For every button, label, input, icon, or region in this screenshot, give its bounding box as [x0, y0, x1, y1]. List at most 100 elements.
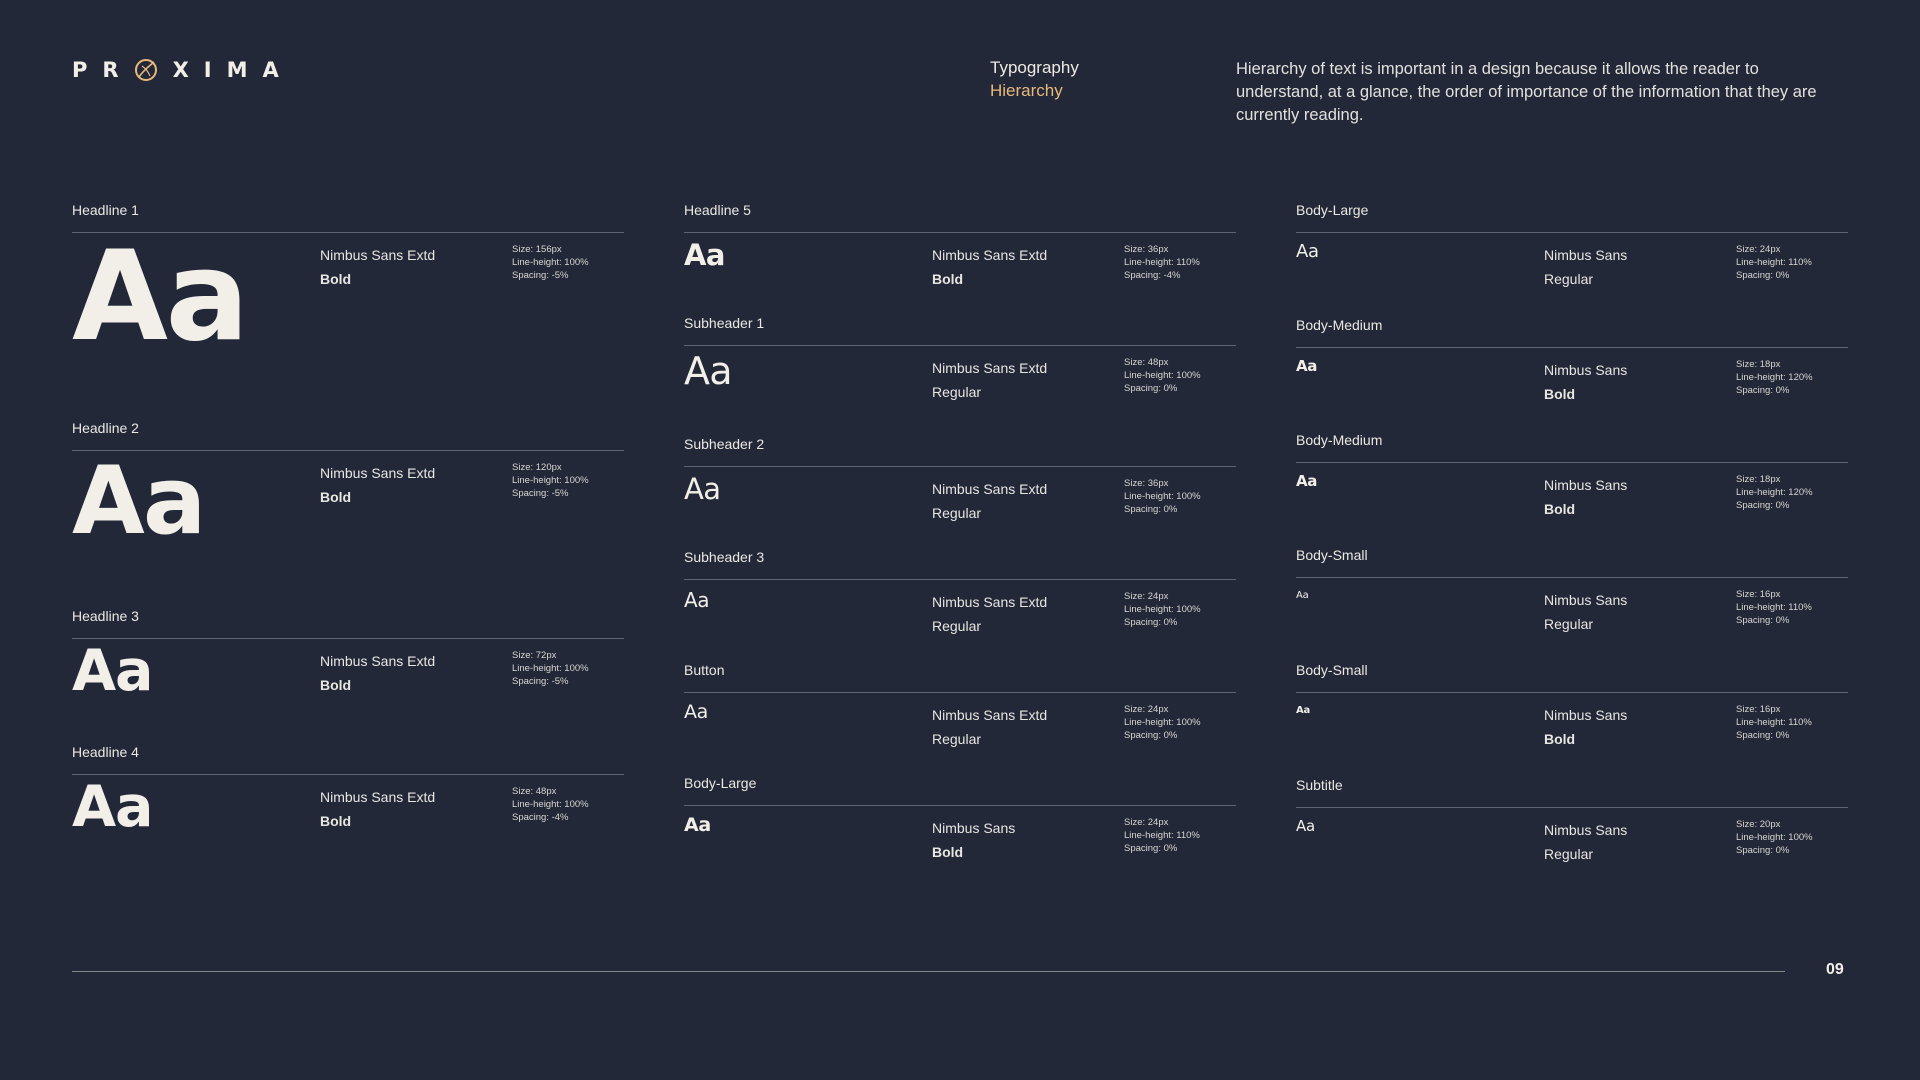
type-specs: Size: 120px Line-height: 100% Spacing: -… — [512, 461, 589, 500]
spec-size: Size: 18px — [1736, 359, 1781, 370]
font-weight-name: Regular — [932, 731, 982, 747]
font-family-name: Nimbus Sans Extd — [932, 247, 1048, 263]
type-sample: Aa — [1296, 817, 1315, 835]
spec-spacing: Spacing: -4% — [512, 812, 569, 823]
spec-size: Size: 18px — [1736, 474, 1781, 485]
type-sample: Aa — [1296, 357, 1318, 375]
spec-size: Size: 48px — [1124, 357, 1169, 368]
logo-text-start: PR — [72, 58, 134, 82]
font-weight-name: Bold — [1544, 731, 1576, 747]
type-sample: Aa — [72, 447, 206, 556]
font-weight-name: Regular — [932, 505, 982, 521]
font-family-info: Nimbus Sans Extd Bold — [932, 243, 1047, 291]
entry-divider — [1296, 347, 1848, 348]
spec-line-height: Line-height: 100% — [512, 475, 589, 486]
type-sample: Aa — [1296, 705, 1311, 716]
type-style-entry: Headline 5 Aa Nimbus Sans Extd Bold Size… — [684, 200, 1236, 287]
spec-size: Size: 72px — [512, 650, 557, 661]
section-heading: Typography Hierarchy — [990, 56, 1079, 102]
type-specs: Size: 24px Line-height: 100% Spacing: 0% — [1124, 703, 1201, 742]
type-style-entry: Headline 4 Aa Nimbus Sans Extd Bold Size… — [72, 742, 624, 836]
font-family-name: Nimbus Sans — [1544, 477, 1628, 493]
font-family-name: Nimbus Sans — [932, 820, 1016, 836]
spec-spacing: Spacing: 0% — [1124, 730, 1178, 741]
type-sample: Aa — [1296, 472, 1318, 490]
type-style-entry: Body-Small Aa Nimbus Sans Regular Size: … — [1296, 545, 1848, 632]
type-style-entry: Body-Medium Aa Nimbus Sans Bold Size: 18… — [1296, 315, 1848, 402]
entry-divider — [684, 692, 1236, 693]
spec-size: Size: 36px — [1124, 244, 1169, 255]
font-weight-name: Bold — [1544, 386, 1576, 402]
footer-divider — [72, 971, 1785, 972]
font-family-info: Nimbus Sans Extd Bold — [320, 461, 435, 509]
spec-line-height: Line-height: 110% — [1736, 717, 1812, 728]
entry-divider — [72, 450, 624, 451]
logo-text-end: XIMA — [172, 58, 294, 82]
type-style-entry: Headline 3 Aa Nimbus Sans Extd Bold Size… — [72, 606, 624, 700]
style-name: Headline 5 — [684, 202, 751, 218]
spec-line-height: Line-height: 100% — [512, 799, 589, 810]
font-weight-name: Bold — [320, 813, 352, 829]
entry-divider — [684, 466, 1236, 467]
spec-line-height: Line-height: 110% — [1736, 257, 1812, 268]
logo-globe-icon — [134, 58, 158, 82]
proxima-logo: PR XIMA — [72, 58, 294, 82]
spec-spacing: Spacing: 0% — [1124, 617, 1178, 628]
font-family-info: Nimbus Sans Extd Regular — [932, 356, 1047, 404]
style-name: Headline 3 — [72, 608, 139, 624]
type-style-entry: Headline 2 Aa Nimbus Sans Extd Bold Size… — [72, 418, 624, 549]
spec-spacing: Spacing: -5% — [512, 488, 569, 499]
spec-line-height: Line-height: 100% — [1124, 370, 1201, 381]
style-name: Body-Medium — [1296, 317, 1383, 333]
style-name: Button — [684, 662, 725, 678]
style-name: Body-Small — [1296, 547, 1368, 563]
spec-spacing: Spacing: 0% — [1736, 500, 1790, 511]
font-weight-name: Regular — [1544, 616, 1594, 632]
spec-size: Size: 24px — [1736, 244, 1781, 255]
spec-spacing: Spacing: 0% — [1736, 270, 1790, 281]
font-family-name: Nimbus Sans — [1544, 707, 1628, 723]
font-family-info: Nimbus Sans Bold — [1544, 473, 1627, 521]
font-weight-name: Bold — [932, 271, 964, 287]
spec-size: Size: 24px — [1124, 817, 1169, 828]
spec-line-height: Line-height: 100% — [512, 257, 589, 268]
spec-spacing: Spacing: -5% — [512, 270, 569, 281]
spec-spacing: Spacing: 0% — [1736, 845, 1790, 856]
spec-line-height: Line-height: 120% — [1736, 487, 1813, 498]
type-style-entry: Subtitle Aa Nimbus Sans Regular Size: 20… — [1296, 775, 1848, 862]
style-name: Body-Small — [1296, 662, 1368, 678]
entry-divider — [684, 805, 1236, 806]
type-sample: Aa — [684, 349, 733, 393]
spec-size: Size: 156px — [512, 244, 562, 255]
type-specs: Size: 16px Line-height: 110% Spacing: 0% — [1736, 588, 1812, 627]
entry-divider — [684, 232, 1236, 233]
entry-divider — [1296, 807, 1848, 808]
type-style-entry: Body-Medium Aa Nimbus Sans Bold Size: 18… — [1296, 430, 1848, 517]
spec-spacing: Spacing: -5% — [512, 676, 569, 687]
font-family-name: Nimbus Sans — [1544, 362, 1628, 378]
font-family-info: Nimbus Sans Bold — [1544, 358, 1627, 406]
type-sample: Aa — [1296, 241, 1319, 262]
font-weight-name: Bold — [932, 844, 964, 860]
entry-divider — [72, 774, 624, 775]
font-family-info: Nimbus Sans Extd Regular — [932, 477, 1047, 525]
font-weight-name: Bold — [320, 677, 352, 693]
font-weight-name: Bold — [320, 271, 352, 287]
font-family-info: Nimbus Sans Regular — [1544, 243, 1627, 291]
type-specs: Size: 72px Line-height: 100% Spacing: -5… — [512, 649, 589, 688]
type-specs: Size: 20px Line-height: 100% Spacing: 0% — [1736, 818, 1813, 857]
font-family-info: Nimbus Sans Extd Bold — [320, 785, 435, 833]
font-family-name: Nimbus Sans Extd — [320, 653, 436, 669]
spec-size: Size: 16px — [1736, 589, 1781, 600]
entry-divider — [1296, 462, 1848, 463]
spec-size: Size: 24px — [1124, 704, 1169, 715]
font-weight-name: Regular — [1544, 846, 1594, 862]
font-weight-name: Regular — [932, 384, 982, 400]
spec-spacing: Spacing: 0% — [1124, 383, 1178, 394]
font-family-name: Nimbus Sans Extd — [320, 247, 436, 263]
spec-spacing: Spacing: 0% — [1124, 843, 1178, 854]
entry-divider — [1296, 577, 1848, 578]
spec-line-height: Line-height: 120% — [1736, 372, 1813, 383]
font-family-name: Nimbus Sans Extd — [320, 789, 436, 805]
spec-spacing: Spacing: 0% — [1124, 504, 1178, 515]
